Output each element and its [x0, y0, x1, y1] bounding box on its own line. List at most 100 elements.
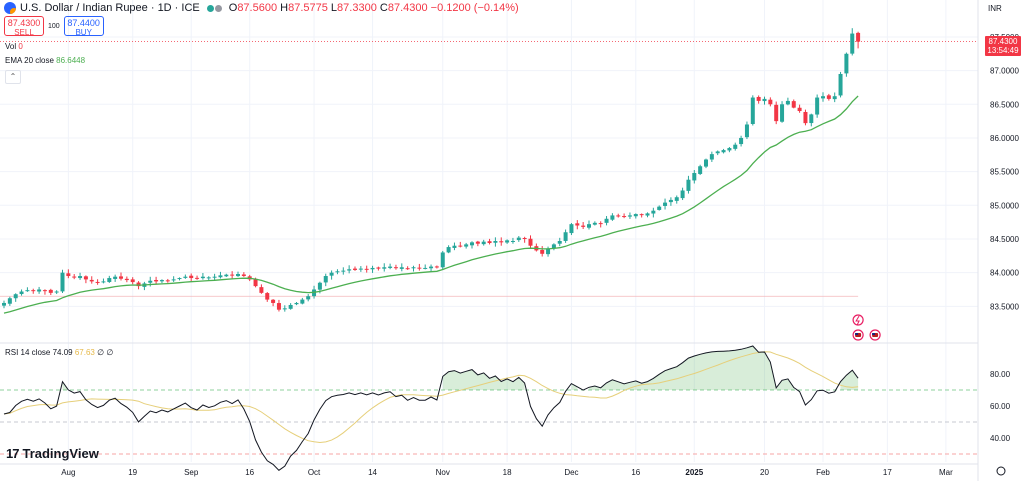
candle-body: [364, 268, 369, 270]
price-tick-label: 83.5000: [990, 302, 1019, 311]
candle-body: [54, 291, 59, 293]
candle-body: [89, 279, 94, 282]
time-tick-label: 16: [631, 468, 640, 477]
candle-body: [785, 100, 790, 105]
time-tick-label: 17: [883, 468, 892, 477]
candle-body: [265, 293, 270, 300]
settings-gear-icon[interactable]: [996, 466, 1006, 476]
sell-button[interactable]: 87.4300 SELL: [4, 16, 44, 37]
buy-button[interactable]: 87.4400 BUY: [63, 16, 104, 37]
candle-body: [540, 250, 545, 254]
candle-body: [42, 290, 47, 292]
candle-body: [803, 111, 808, 124]
time-tick-label: Dec: [564, 468, 578, 477]
ohlc-values: O87.5600 H87.5775 L87.3300 C87.4300 −0.1…: [228, 2, 519, 14]
candle-body: [72, 276, 77, 278]
candle-body: [522, 237, 527, 239]
candle-body: [236, 274, 240, 277]
candle-body: [2, 302, 6, 306]
candle-body: [417, 267, 422, 269]
trade-panel: 87.4300 SELL 100 87.4400 BUY: [4, 16, 104, 37]
candle-body: [627, 215, 632, 217]
time-tick-label: 20: [760, 468, 769, 477]
candle-body: [411, 267, 416, 269]
candle-body: [358, 268, 363, 270]
time-tick-label: 18: [503, 468, 512, 477]
candle-body: [698, 166, 703, 174]
candle-body: [844, 53, 849, 74]
time-tick-label: 2025: [685, 468, 703, 477]
rsi-legend[interactable]: RSI 14 close 74.09 67.63 ∅ ∅: [5, 348, 114, 357]
rsi-tick-label: 60.00: [990, 402, 1011, 411]
candle-body: [686, 179, 691, 191]
data-status-icon: [214, 4, 222, 12]
rsi-tick-label: 40.00: [990, 434, 1011, 443]
candle-body: [692, 172, 697, 181]
candle-body: [516, 237, 521, 241]
event-markers[interactable]: [852, 314, 881, 341]
candle-body: [715, 151, 720, 154]
ema-legend[interactable]: EMA 20 close 86.6448: [5, 56, 86, 65]
candle-body: [19, 291, 24, 295]
currency-label[interactable]: INR: [988, 4, 1002, 13]
rsi-fill-segment: [442, 369, 525, 390]
candle-body: [429, 266, 434, 269]
candle-body: [575, 223, 580, 226]
candle-body: [704, 159, 708, 167]
candle-body: [78, 276, 83, 279]
candles-series: [2, 28, 861, 312]
bar-countdown: 13:54:49: [987, 45, 1019, 55]
rsi-fill-segment: [840, 370, 859, 390]
candle-body: [136, 282, 141, 287]
dividend-event-icon: [852, 314, 864, 326]
candle-body: [101, 281, 106, 283]
candle-body: [446, 247, 451, 253]
rsi-fill-segment: [571, 383, 578, 390]
candle-body: [66, 273, 71, 277]
market-open-icon: [206, 4, 214, 12]
candle-body: [288, 304, 293, 309]
candle-body: [826, 95, 831, 99]
candle-body: [733, 144, 738, 149]
candle-body: [768, 99, 773, 105]
grid-lines: [0, 0, 979, 481]
candle-body: [464, 244, 469, 247]
candle-body: [493, 241, 498, 243]
candle-body: [680, 190, 685, 199]
candle-body: [370, 267, 375, 270]
rsi-bands: [0, 389, 978, 455]
rsi-series: [3, 345, 859, 471]
candle-body: [405, 268, 410, 270]
candle-body: [709, 154, 714, 160]
candle-body: [780, 104, 785, 122]
tradingview-logo[interactable]: 17 TradingView: [6, 446, 99, 461]
candle-body: [663, 202, 668, 206]
candle-body: [610, 215, 615, 220]
candle-body: [195, 277, 200, 279]
candle-body: [452, 245, 457, 248]
candle-body: [850, 33, 855, 54]
candle-body: [440, 252, 445, 268]
collapse-legend-button[interactable]: ⌃: [5, 70, 21, 84]
candle-body: [487, 241, 492, 244]
symbol-flag-icon: [4, 2, 16, 14]
candle-body: [189, 275, 194, 279]
candle-body: [13, 294, 18, 299]
candle-body: [48, 289, 53, 293]
candle-body: [557, 241, 562, 244]
candle-body: [470, 242, 474, 246]
candle-body: [253, 278, 258, 287]
volume-legend[interactable]: Vol 0: [5, 42, 23, 51]
candle-body: [797, 107, 802, 112]
candle-body: [241, 274, 246, 277]
rsi-fill-segment: [589, 346, 794, 390]
candle-body: [60, 272, 65, 292]
candle-body: [744, 124, 749, 138]
rsi-overbought-fill: [62, 346, 859, 390]
time-tick-label: 14: [368, 468, 377, 477]
candle-body: [83, 276, 88, 280]
symbol-title[interactable]: U.S. Dollar / Indian Rupee · 1D · ICE: [20, 2, 200, 14]
spread-value: 100: [48, 22, 60, 30]
candle-body: [791, 101, 796, 108]
